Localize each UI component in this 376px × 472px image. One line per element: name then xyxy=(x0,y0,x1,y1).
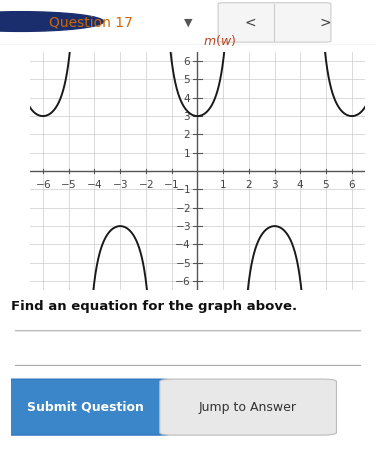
Text: $4$: $4$ xyxy=(183,92,191,104)
Text: $2$: $2$ xyxy=(245,177,253,190)
Text: $m(w)$: $m(w)$ xyxy=(203,33,236,48)
Text: $3$: $3$ xyxy=(183,110,191,122)
Text: $3$: $3$ xyxy=(271,177,279,190)
Text: $-1$: $-1$ xyxy=(174,184,191,195)
Text: ▼: ▼ xyxy=(184,17,192,27)
Text: $-2$: $-2$ xyxy=(175,202,191,214)
Text: $-6$: $-6$ xyxy=(174,275,191,287)
Text: Jump to Answer: Jump to Answer xyxy=(199,401,297,413)
Text: Question 17: Question 17 xyxy=(49,16,133,29)
FancyBboxPatch shape xyxy=(1,331,375,365)
FancyBboxPatch shape xyxy=(160,379,337,435)
Text: $4$: $4$ xyxy=(296,177,305,190)
Text: $-4$: $-4$ xyxy=(86,177,103,190)
Text: $5$: $5$ xyxy=(322,177,330,190)
Text: $1$: $1$ xyxy=(183,147,191,159)
Text: Submit Question: Submit Question xyxy=(27,401,144,413)
Text: $6$: $6$ xyxy=(348,177,356,190)
Text: $-5$: $-5$ xyxy=(61,177,77,190)
Circle shape xyxy=(0,12,103,31)
Text: $-3$: $-3$ xyxy=(112,177,128,190)
Text: $5$: $5$ xyxy=(183,74,191,85)
Text: $w$: $w$ xyxy=(374,165,376,177)
Text: <: < xyxy=(244,16,256,29)
Text: Find an equation for the graph above.: Find an equation for the graph above. xyxy=(11,300,297,313)
Text: $6$: $6$ xyxy=(183,55,191,67)
Text: $-4$: $-4$ xyxy=(174,238,191,251)
Text: $-6$: $-6$ xyxy=(35,177,51,190)
Text: >: > xyxy=(320,16,331,29)
Text: $1$: $1$ xyxy=(219,177,227,190)
Text: $2$: $2$ xyxy=(183,128,191,141)
Text: $-1$: $-1$ xyxy=(164,177,180,190)
Text: $-5$: $-5$ xyxy=(174,257,191,269)
Text: $-3$: $-3$ xyxy=(174,220,191,232)
Text: $-2$: $-2$ xyxy=(138,177,154,190)
FancyBboxPatch shape xyxy=(218,3,331,42)
FancyBboxPatch shape xyxy=(0,379,174,435)
